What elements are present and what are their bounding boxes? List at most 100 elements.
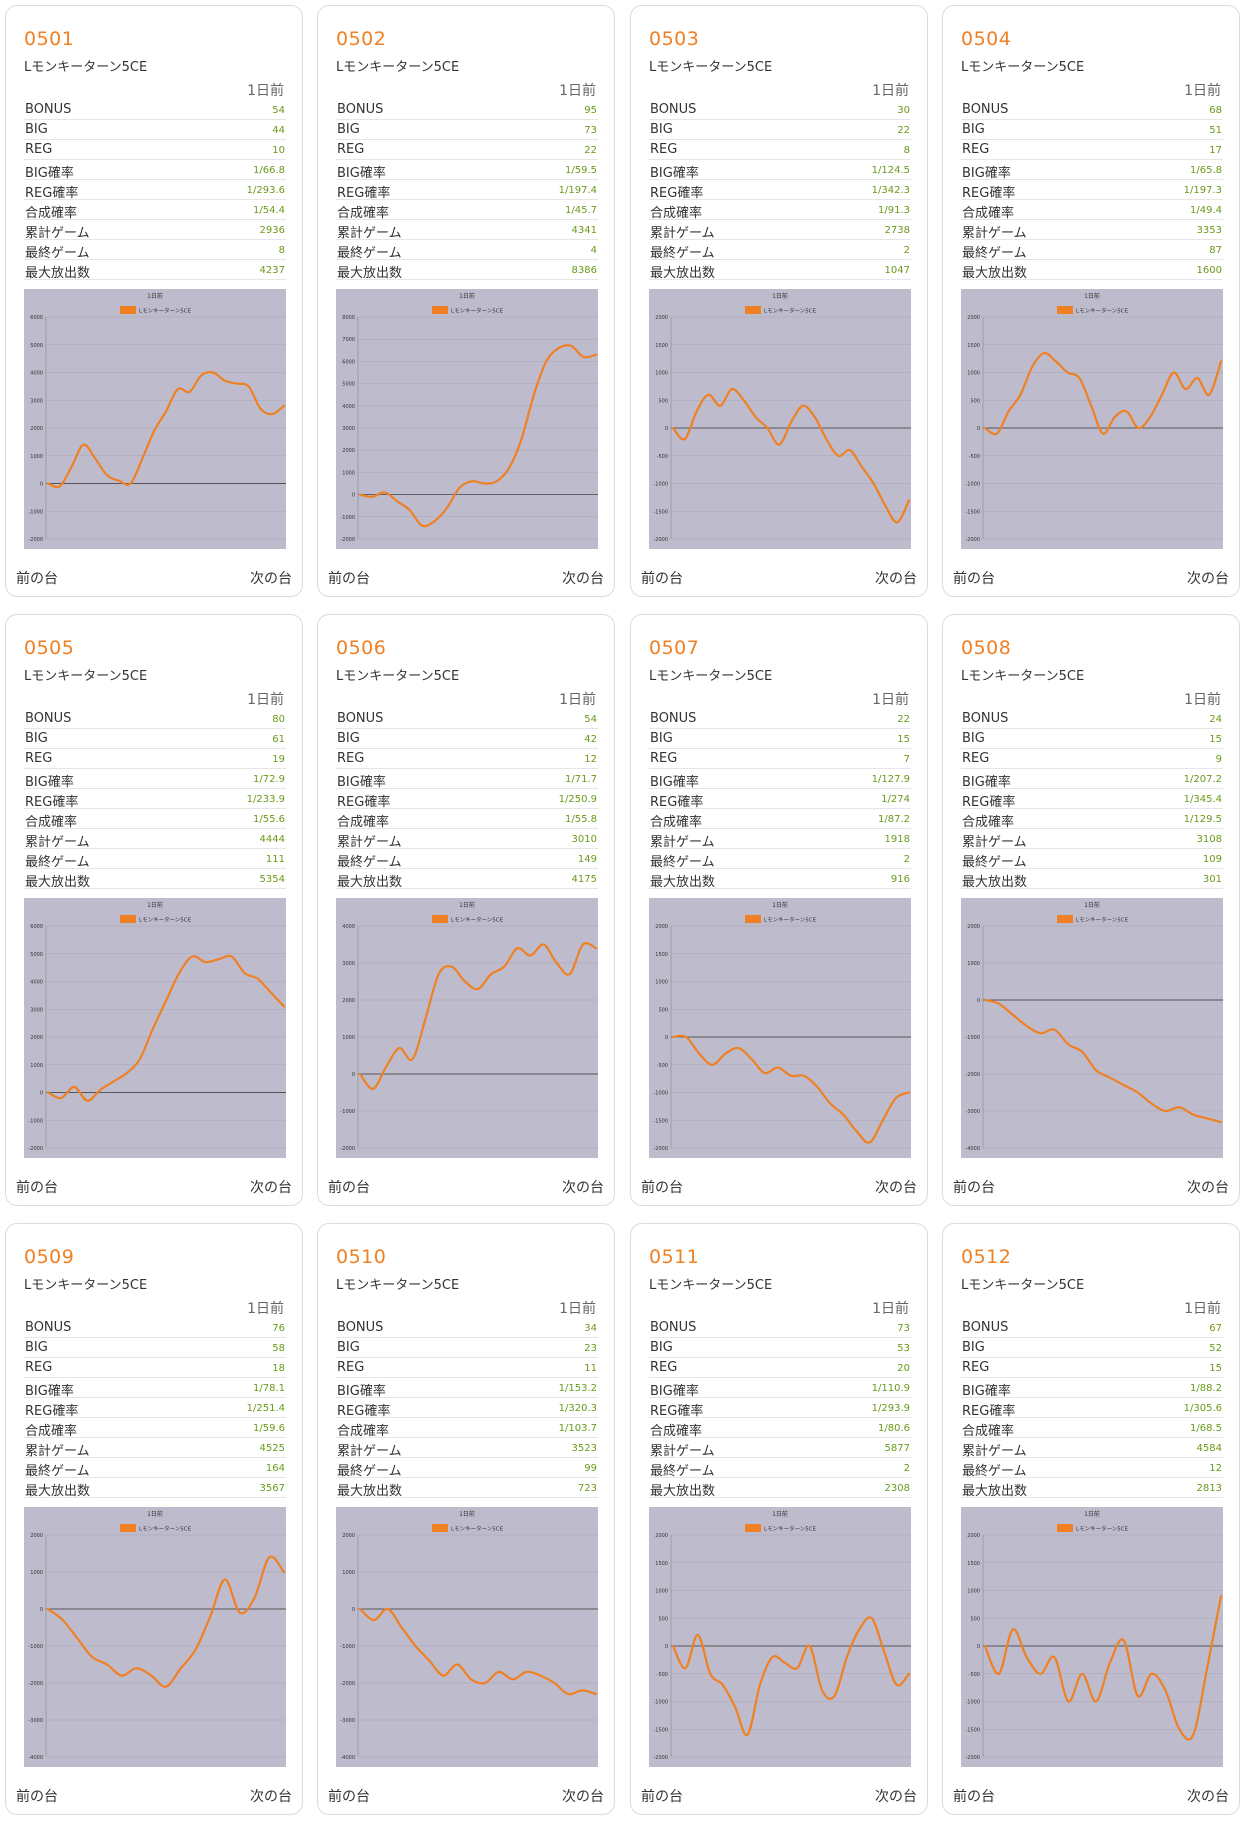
stat-label-big: BIG xyxy=(962,1340,985,1355)
stat-row-max-payout: 最大放出数 1047 xyxy=(649,260,911,281)
machine-number[interactable]: 0504 xyxy=(961,28,1012,50)
prev-machine-link[interactable]: 前の台 xyxy=(953,1789,995,1805)
y-tick-label: 6000 xyxy=(30,924,43,930)
stat-label-max-payout: 最大放出数 xyxy=(650,266,716,281)
stat-row-reg-rate: REG確率 1/342.3 xyxy=(649,180,911,201)
machine-number[interactable]: 0505 xyxy=(24,637,75,659)
stat-row-reg: REG 7 xyxy=(649,749,911,769)
y-tick-label: 1500 xyxy=(967,343,980,349)
stat-row-reg: REG 22 xyxy=(336,140,598,160)
prev-machine-link[interactable]: 前の台 xyxy=(328,1180,370,1196)
machine-number[interactable]: 0503 xyxy=(649,28,700,50)
stat-label-bonus: BONUS xyxy=(962,102,1009,117)
stat-label-combined-rate: 合成確率 xyxy=(25,815,78,830)
next-machine-link[interactable]: 次の台 xyxy=(250,1789,292,1805)
prev-machine-link[interactable]: 前の台 xyxy=(953,1180,995,1196)
chart-title: 1日前 xyxy=(459,292,475,300)
stat-value-total-games: 3010 xyxy=(571,834,597,845)
stat-row-last-game: 最終ゲーム 164 xyxy=(24,1458,286,1479)
machine-card: 0508 Lモンキーターン5CE 1日前 BONUS 24 BIG 15 REG 9 BIG確率 1… xyxy=(942,614,1240,1206)
next-machine-link[interactable]: 次の台 xyxy=(562,1789,604,1805)
stat-row-big-rate: BIG確率 1/88.2 xyxy=(961,1378,1223,1399)
next-machine-link[interactable]: 次の台 xyxy=(250,571,292,587)
prev-machine-link[interactable]: 前の台 xyxy=(328,571,370,587)
y-tick-label: -1500 xyxy=(653,1727,668,1733)
y-tick-label: 1000 xyxy=(342,470,355,476)
prev-machine-link[interactable]: 前の台 xyxy=(641,571,683,587)
next-machine-link[interactable]: 次の台 xyxy=(875,1180,917,1196)
machine-number[interactable]: 0509 xyxy=(24,1246,75,1268)
machine-number[interactable]: 0502 xyxy=(336,28,387,50)
stat-label-max-payout: 最大放出数 xyxy=(650,875,716,890)
prev-machine-link[interactable]: 前の台 xyxy=(16,571,58,587)
stat-value-reg: 9 xyxy=(1215,754,1222,765)
stat-label-bonus: BONUS xyxy=(650,102,697,117)
slump-chart: 1日前 Lモンキーターン5CE -2000 -1000 0 1000 2000 3000 400… xyxy=(24,289,286,549)
stat-row-big: BIG 58 xyxy=(24,1338,286,1358)
stat-label-reg-rate: REG確率 xyxy=(962,795,1016,810)
y-tick-label: 2000 xyxy=(342,998,355,1004)
stat-value-total-games: 3353 xyxy=(1196,225,1222,236)
stat-row-big-rate: BIG確率 1/153.2 xyxy=(336,1378,598,1399)
y-tick-label: -500 xyxy=(969,454,980,460)
y-tick-label: 3000 xyxy=(342,426,355,432)
chart-background xyxy=(24,1507,286,1767)
stat-row-reg: REG 9 xyxy=(961,749,1223,769)
legend-label: Lモンキーターン5CE xyxy=(451,307,504,315)
stat-row-big-rate: BIG確率 1/59.5 xyxy=(336,160,598,181)
prev-machine-link[interactable]: 前の台 xyxy=(641,1789,683,1805)
stats-table: BONUS 24 BIG 15 REG 9 BIG確率 1/207.2 REG確率 1/345.4… xyxy=(961,709,1223,890)
stat-row-bonus: BONUS 24 xyxy=(961,709,1223,729)
stat-value-big-rate: 1/127.9 xyxy=(871,774,910,785)
prev-machine-link[interactable]: 前の台 xyxy=(16,1789,58,1805)
next-machine-link[interactable]: 次の台 xyxy=(562,1180,604,1196)
next-machine-link[interactable]: 次の台 xyxy=(562,571,604,587)
stat-row-big-rate: BIG確率 1/71.7 xyxy=(336,769,598,790)
stat-label-combined-rate: 合成確率 xyxy=(337,206,390,221)
next-machine-link[interactable]: 次の台 xyxy=(1187,571,1229,587)
prev-machine-link[interactable]: 前の台 xyxy=(641,1180,683,1196)
stats-table: BONUS 95 BIG 73 REG 22 BIG確率 1/59.5 REG確率 1/197.4… xyxy=(336,100,598,281)
machine-model: Lモンキーターン5CE xyxy=(961,1278,1085,1293)
machine-number[interactable]: 0510 xyxy=(336,1246,387,1268)
machine-number[interactable]: 0501 xyxy=(24,28,75,50)
stat-row-big: BIG 44 xyxy=(24,120,286,140)
stat-label-total-games: 累計ゲーム xyxy=(25,226,90,241)
y-tick-label: 2000 xyxy=(967,1533,980,1539)
slump-chart: 1日前 Lモンキーターン5CE -2000 -1500 -1000 -500 0 500 100… xyxy=(961,289,1223,549)
machine-number[interactable]: 0511 xyxy=(649,1246,700,1268)
stat-label-big-rate: BIG確率 xyxy=(650,775,699,790)
stat-value-bonus: 68 xyxy=(1209,105,1222,116)
prev-machine-link[interactable]: 前の台 xyxy=(328,1789,370,1805)
stat-label-combined-rate: 合成確率 xyxy=(650,206,703,221)
stat-row-reg-rate: REG確率 1/274 xyxy=(649,789,911,810)
stat-row-max-payout: 最大放出数 916 xyxy=(649,869,911,890)
stat-value-total-games: 2738 xyxy=(884,225,910,236)
stat-row-max-payout: 最大放出数 1600 xyxy=(961,260,1223,281)
day-column-header: 1日前 xyxy=(1184,692,1221,708)
stat-value-combined-rate: 1/55.6 xyxy=(253,814,285,825)
prev-machine-link[interactable]: 前の台 xyxy=(953,571,995,587)
next-machine-link[interactable]: 次の台 xyxy=(250,1180,292,1196)
stat-label-max-payout: 最大放出数 xyxy=(337,1484,403,1499)
next-machine-link[interactable]: 次の台 xyxy=(1187,1180,1229,1196)
stat-label-reg-rate: REG確率 xyxy=(25,186,79,201)
stat-label-reg-rate: REG確率 xyxy=(962,1404,1016,1419)
machine-number[interactable]: 0512 xyxy=(961,1246,1012,1268)
stat-row-big-rate: BIG確率 1/110.9 xyxy=(649,1378,911,1399)
next-machine-link[interactable]: 次の台 xyxy=(1187,1789,1229,1805)
stat-value-combined-rate: 1/45.7 xyxy=(565,205,597,216)
chart-background xyxy=(649,289,911,549)
machine-number[interactable]: 0507 xyxy=(649,637,700,659)
legend-swatch xyxy=(745,306,761,314)
day-column-header: 1日前 xyxy=(872,1301,909,1317)
prev-machine-link[interactable]: 前の台 xyxy=(16,1180,58,1196)
y-tick-label: 0 xyxy=(352,1072,355,1078)
machine-model: Lモンキーターン5CE xyxy=(24,1278,148,1293)
next-machine-link[interactable]: 次の台 xyxy=(875,1789,917,1805)
machine-number[interactable]: 0508 xyxy=(961,637,1012,659)
y-tick-label: -2000 xyxy=(965,1072,980,1078)
next-machine-link[interactable]: 次の台 xyxy=(875,571,917,587)
y-tick-label: -2000 xyxy=(340,1681,355,1687)
machine-number[interactable]: 0506 xyxy=(336,637,387,659)
